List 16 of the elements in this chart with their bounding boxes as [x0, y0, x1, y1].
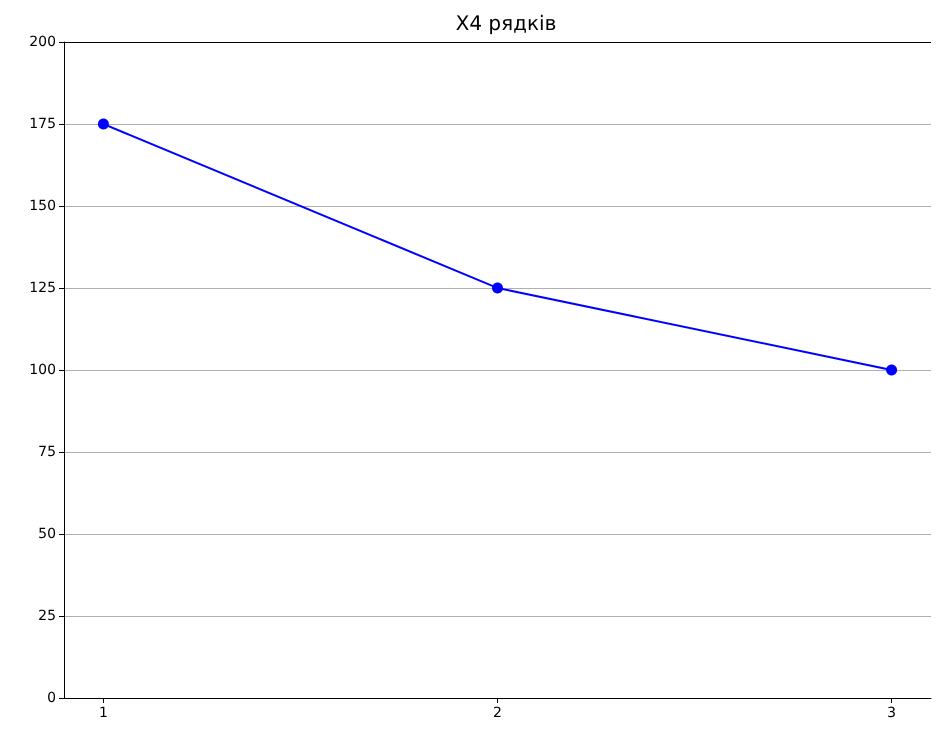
chart-title: X4 рядків — [456, 11, 556, 35]
y-tick-label: 200 — [29, 34, 56, 50]
y-tick-label: 0 — [47, 690, 56, 706]
point — [98, 118, 109, 130]
point — [886, 364, 898, 376]
y-tick-label: 125 — [29, 280, 56, 296]
x-tick-label: 2 — [493, 705, 502, 721]
y-tick-label: 75 — [38, 444, 56, 460]
y-tick-label: 50 — [38, 526, 56, 542]
x-tick-label: 3 — [887, 705, 896, 721]
y-tick-label: 175 — [29, 116, 56, 132]
y-tick-label: 100 — [29, 362, 56, 378]
x-tick-label: 1 — [98, 705, 108, 721]
point — [492, 282, 503, 294]
y-tick-label: 150 — [29, 198, 56, 214]
y-tick-label: 25 — [38, 608, 56, 624]
